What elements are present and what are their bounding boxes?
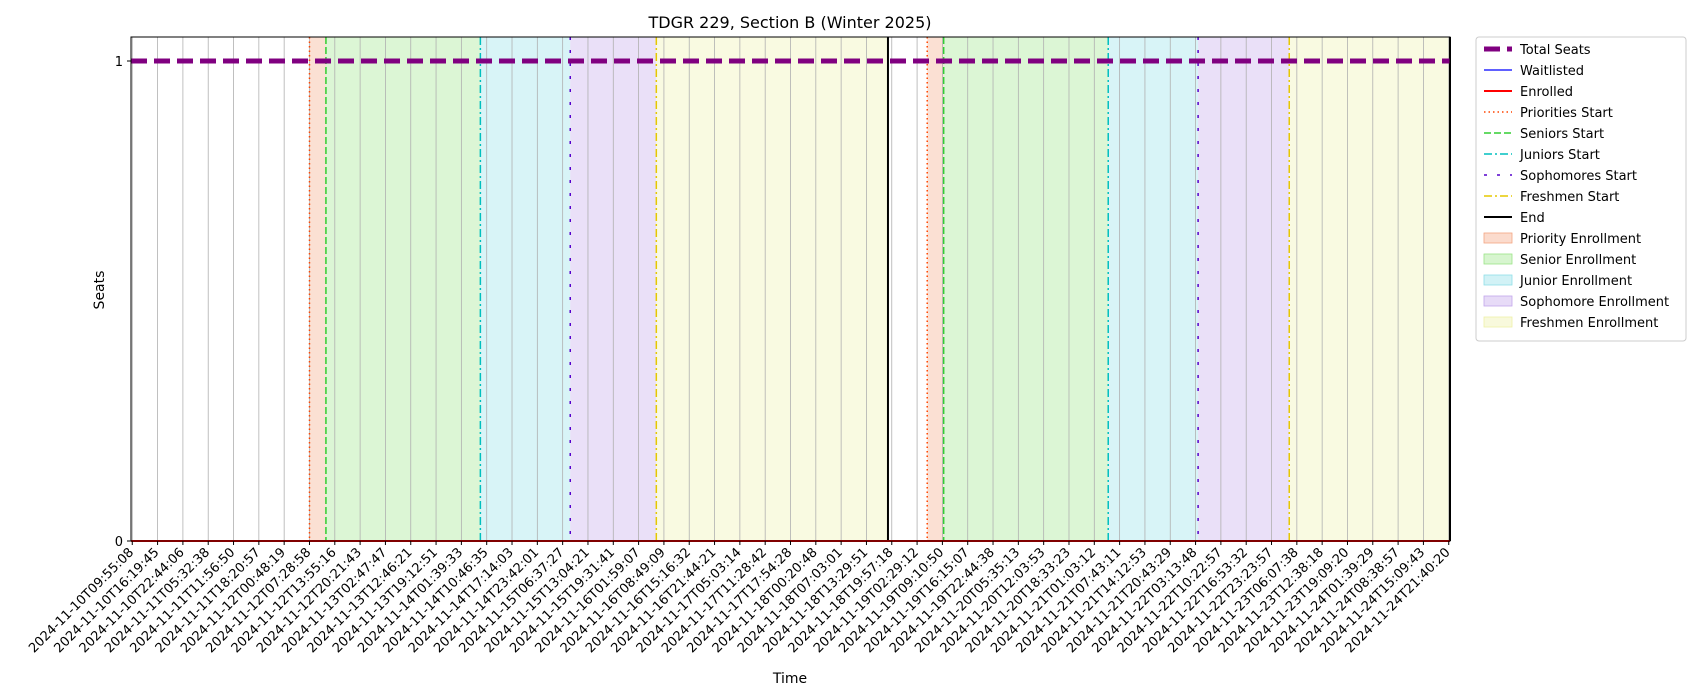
y-axis-ticks: 01 xyxy=(115,55,131,550)
enrollment-span-6 xyxy=(943,37,1109,541)
legend-label-0: Total Seats xyxy=(1519,43,1591,58)
enrollment-span-8 xyxy=(1198,37,1290,541)
x-axis-ticks: 2024-11-10T09:55:082024-11-10T16:19:4520… xyxy=(26,541,1454,656)
legend-swatch-9 xyxy=(1483,232,1513,244)
legend-label-8: End xyxy=(1520,211,1545,226)
legend-label-1: Waitlisted xyxy=(1520,64,1584,79)
legend-label-10: Senior Enrollment xyxy=(1520,253,1636,268)
legend-label-7: Freshmen Start xyxy=(1520,190,1619,205)
y-tick-label-0: 0 xyxy=(115,535,123,550)
y-axis-label: Seats xyxy=(92,271,108,310)
vertical-gridlines xyxy=(131,37,1450,541)
legend-label-5: Juniors Start xyxy=(1519,148,1600,163)
enrollment-span-5 xyxy=(927,37,944,541)
legend-swatch-11 xyxy=(1483,274,1513,286)
enrollment-span-4 xyxy=(656,37,888,541)
legend-swatch-12 xyxy=(1483,295,1513,307)
legend-label-3: Priorities Start xyxy=(1520,106,1613,121)
legend-label-11: Junior Enrollment xyxy=(1519,274,1632,289)
x-axis-label: Time xyxy=(772,671,807,687)
enrollment-span-9 xyxy=(1289,37,1450,541)
legend-swatch-10 xyxy=(1483,253,1513,265)
legend-label-6: Sophomores Start xyxy=(1520,169,1637,184)
enrollment-span-2 xyxy=(480,37,571,541)
y-tick-label-1: 1 xyxy=(115,55,123,70)
legend-label-13: Freshmen Enrollment xyxy=(1520,316,1658,331)
enrollment-span-7 xyxy=(1108,37,1199,541)
legend-label-9: Priority Enrollment xyxy=(1520,232,1641,247)
legend-swatch-13 xyxy=(1483,316,1513,328)
legend-label-2: Enrolled xyxy=(1520,85,1573,100)
enrollment-span-0 xyxy=(309,37,326,541)
enrollment-period-spans xyxy=(309,37,1450,541)
legend-label-12: Sophomore Enrollment xyxy=(1520,295,1669,310)
legend-box xyxy=(1475,36,1687,342)
legend-label-4: Seniors Start xyxy=(1520,127,1604,142)
chart-title: TDGR 229, Section B (Winter 2025) xyxy=(647,13,931,32)
enrollment-span-1 xyxy=(325,37,481,541)
legend: Total Seats Waitlisted Enrolled Priorities … xyxy=(1475,36,1687,342)
